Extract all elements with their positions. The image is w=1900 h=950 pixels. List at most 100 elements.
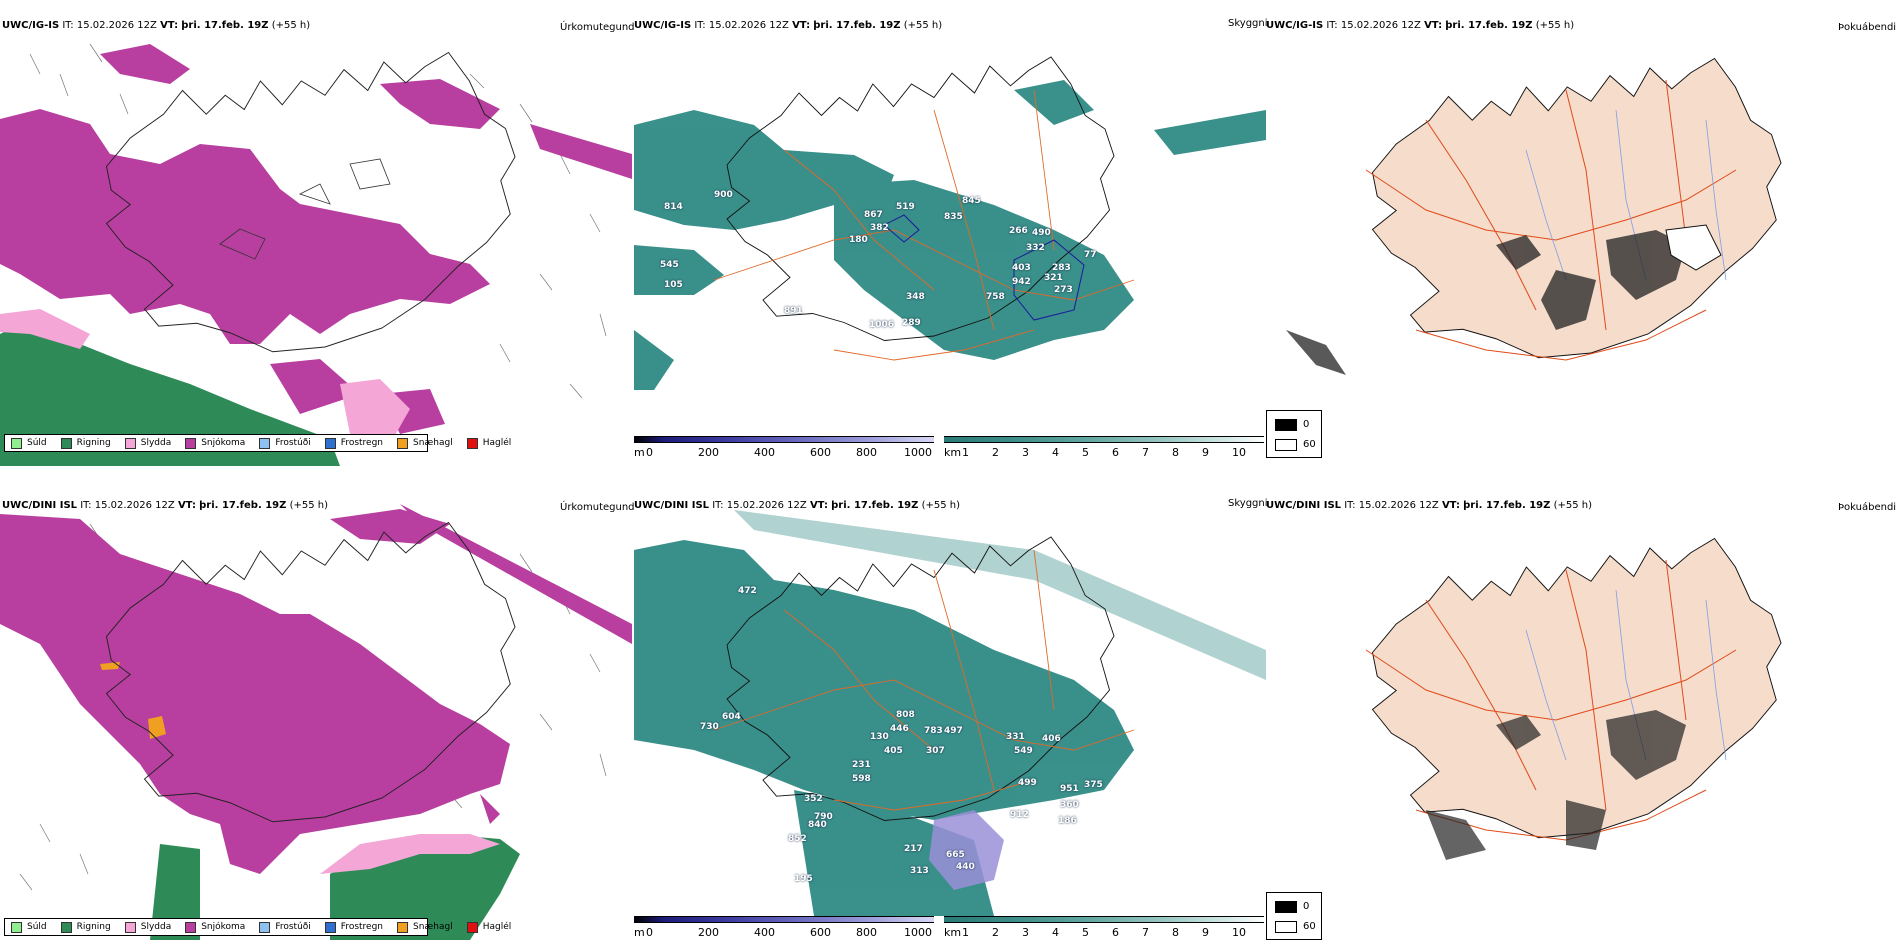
cbar-tick: 800	[856, 446, 877, 459]
glaciers	[883, 214, 1085, 321]
height-label: 283	[1052, 263, 1071, 273]
cbar-tick: 0	[646, 926, 653, 939]
panel-name: Skyggni	[1228, 498, 1268, 509]
cbar-tick: 7	[1142, 926, 1149, 939]
height-label: 519	[896, 202, 915, 212]
panel-title: UWC/DINI ISL IT: 15.02.2026 12Z VT: þri.…	[634, 500, 961, 511]
cbar-tick: 0	[646, 446, 653, 459]
colorbar-bottom: m 0 200 400 600 800 1000 km 1 2 3 4 5 6 …	[634, 916, 1264, 946]
cbar-tick: 10	[1232, 926, 1246, 939]
panel-name: Úrkomutegund	[560, 502, 635, 513]
cbar-tick: 600	[810, 926, 831, 939]
rain-areas	[0, 319, 340, 466]
height-label: 545	[660, 260, 679, 270]
height-label: 665	[946, 850, 965, 860]
legend-item: Snjókoma	[185, 921, 245, 933]
panel-title: UWC/DINI ISL IT: 15.02.2026 12Z VT: þri.…	[1266, 500, 1593, 511]
cloud-map-bottom	[634, 510, 1266, 916]
cbar-tick: 3	[1022, 926, 1029, 939]
height-label: 1006	[869, 320, 895, 330]
cloud-panel-bottom: 472 604 730 808 446 783 497 130 405 307 …	[634, 510, 1266, 916]
cloud-panel-top: 900 814 867 519 845 835 382 180 266 490 …	[634, 30, 1266, 466]
cloud-base-areas	[634, 80, 1266, 390]
height-label: 604	[722, 712, 741, 722]
cbar-tick: 3	[1022, 446, 1029, 459]
panel-title: UWC/DINI ISL IT: 15.02.2026 12Z VT: þri.…	[2, 500, 329, 511]
height-label: 900	[714, 190, 733, 200]
road-network	[1365, 559, 1737, 841]
height-label: 912	[1010, 810, 1029, 820]
height-label: 840	[808, 820, 827, 830]
road-network	[1365, 79, 1737, 361]
height-label: 472	[738, 586, 757, 596]
height-label: 331	[1006, 732, 1025, 742]
legend-item: Rigning	[60, 921, 111, 933]
height-label: 180	[849, 235, 868, 245]
precip-panel-bottom: Súld Rigning Slydda Snjókoma Frostúði Fr…	[0, 494, 632, 940]
height-label: 730	[700, 722, 719, 732]
cbar-tick: 1	[962, 926, 969, 939]
height-label: 783	[924, 726, 943, 736]
height-label: 790	[814, 812, 833, 822]
cbar-tick: 6	[1112, 926, 1119, 939]
fog-legend-high: 60	[1303, 921, 1316, 932]
height-label: 352	[804, 794, 823, 804]
cbar-tick: 8	[1172, 926, 1179, 939]
panel-name: Úrkomutegund	[560, 22, 635, 33]
height-label: 951	[1060, 784, 1079, 794]
height-label: 814	[664, 202, 683, 212]
fog-areas	[1286, 230, 1686, 375]
height-label: 186	[1058, 816, 1077, 826]
height-label: 835	[944, 212, 963, 222]
height-label: 375	[1084, 780, 1103, 790]
cbar-unit: m	[634, 926, 645, 939]
graupel-areas	[100, 662, 166, 739]
legend-item: Rigning	[60, 437, 111, 449]
snow-areas	[0, 504, 632, 874]
cbar-tick: 7	[1142, 446, 1149, 459]
fog-areas	[1426, 710, 1686, 860]
height-label: 289	[902, 318, 921, 328]
fog-panel-top	[1266, 30, 1900, 466]
cbar-tick: 2	[992, 446, 999, 459]
precip-legend: Súld Rigning Slydda Snjókoma Frostúði Fr…	[4, 918, 511, 936]
legend-item: Súld	[11, 921, 47, 933]
height-label: 446	[890, 724, 909, 734]
colorbar-m	[634, 916, 934, 923]
fog-swatch-low	[1275, 901, 1297, 913]
sleet-areas	[0, 309, 410, 444]
legend-item: Slydda	[124, 437, 171, 449]
height-label: 77	[1084, 250, 1097, 260]
fog-legend-high: 60	[1303, 439, 1316, 450]
height-label: 891	[784, 306, 803, 316]
height-label: 321	[1044, 273, 1063, 283]
legend-item: Slydda	[124, 921, 171, 933]
height-label: 867	[864, 210, 883, 220]
cbar-tick: 2	[992, 926, 999, 939]
fog-swatch-high	[1275, 921, 1297, 933]
precip-map-top	[0, 14, 632, 466]
low-cloud-area	[929, 810, 1004, 890]
cbar-tick: 400	[754, 446, 775, 459]
height-label: 852	[788, 834, 807, 844]
panel-name: Þokuábendi	[1838, 502, 1897, 513]
precip-map-bottom	[0, 494, 632, 940]
fog-legend-low: 0	[1303, 419, 1310, 430]
height-label: 403	[1012, 263, 1031, 273]
legend-item: Frostúði	[259, 921, 311, 933]
cbar-tick: 4	[1052, 926, 1059, 939]
cbar-tick: 9	[1202, 926, 1209, 939]
fog-map-top	[1286, 58, 1782, 375]
fog-legend-top: 0 60	[1266, 410, 1322, 458]
legend-item: Frostregn	[324, 921, 383, 933]
cbar-tick: 5	[1082, 926, 1089, 939]
colorbar-km	[944, 436, 1264, 443]
colorbar-m	[634, 436, 934, 443]
height-label: 313	[910, 866, 929, 876]
height-label: 360	[1060, 800, 1079, 810]
legend-item: Snæhagl	[397, 921, 453, 933]
cloud-base-areas	[634, 510, 1266, 916]
colorbar-km	[944, 916, 1264, 923]
cbar-tick: 400	[754, 926, 775, 939]
panel-name: Skyggni	[1228, 18, 1268, 29]
